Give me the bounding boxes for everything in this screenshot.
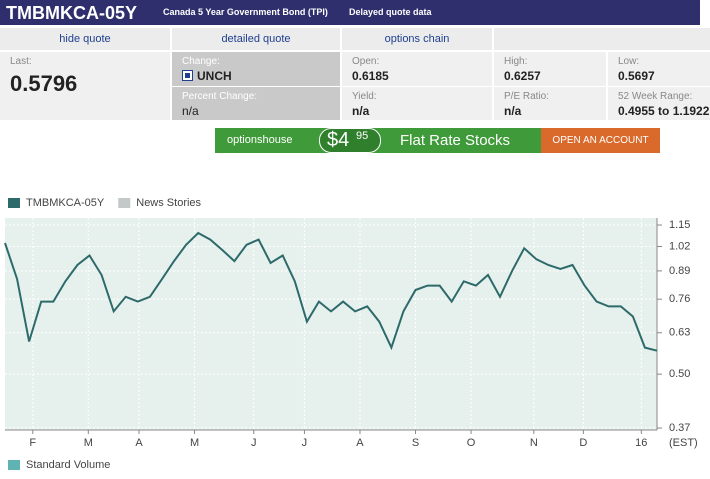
instrument-name: Canada 5 Year Government Bond (TPI) — [163, 7, 328, 17]
plot-area — [5, 218, 657, 430]
label: High: — [504, 56, 528, 67]
x-tick-label: D — [579, 437, 587, 449]
y-tick-label: 0.76 — [669, 293, 690, 305]
value: n/a — [504, 104, 522, 118]
quote-note: Delayed quote data — [349, 7, 432, 17]
label: Percent Change: — [182, 91, 258, 102]
value: n/a — [352, 104, 370, 118]
tab-empty — [494, 28, 710, 50]
value: UNCH — [197, 69, 232, 83]
y-tick-label: 0.37 — [669, 422, 690, 434]
open-cell: Open: 0.6185 — [342, 52, 492, 86]
label: 52 Week Range: — [618, 91, 693, 102]
legend-label: News Stories — [136, 197, 201, 209]
ad-banner[interactable]: optionshouse $4 95 Flat Rate Stocks OPEN… — [215, 128, 660, 153]
tab[interactable]: detailed quote — [172, 28, 340, 50]
ad-price-cents: 95 — [356, 130, 369, 142]
x-tick-label: A — [135, 437, 143, 449]
ad-button[interactable]: OPEN AN ACCOUNT — [541, 128, 660, 153]
x-tick-label: N — [530, 437, 538, 449]
tab[interactable]: hide quote — [0, 28, 170, 50]
y-tick-label: 1.15 — [669, 219, 690, 231]
value: n/a — [182, 104, 199, 118]
label: Last: — [10, 56, 32, 67]
timezone-label: (EST) — [669, 437, 698, 449]
range-cell: 52 Week Range: 0.4955 to 1.1922 — [608, 87, 710, 120]
tab[interactable]: options chain — [342, 28, 492, 50]
last-value: 0.5796 — [10, 71, 78, 96]
value: 0.5697 — [618, 69, 655, 83]
y-tick-label: 0.63 — [669, 327, 690, 339]
ad-brand: optionshouse — [227, 134, 293, 146]
x-tick-label: J — [251, 437, 257, 449]
x-tick-label: O — [467, 437, 476, 449]
unchanged-icon — [182, 70, 193, 81]
value: 0.4955 to 1.1922 — [618, 104, 710, 118]
legend-swatch — [118, 198, 131, 208]
label: Change: — [182, 56, 220, 67]
value: 0.6257 — [504, 69, 541, 83]
label: Open: — [352, 56, 380, 67]
symbol: TMBMKCA-05Y — [6, 3, 138, 23]
pe-cell: P/E Ratio: n/a — [494, 87, 606, 120]
label: Yield: — [352, 91, 377, 102]
pct-change-cell: Percent Change: n/a — [172, 87, 340, 120]
label: Low: — [618, 56, 640, 67]
legend-label: Standard Volume — [26, 459, 110, 471]
x-tick-label: J — [302, 437, 308, 449]
value: 0.6185 — [352, 69, 389, 83]
change-cell: Change: UNCH — [172, 52, 340, 86]
price-line — [4, 231, 658, 352]
yield-cell: Yield: n/a — [342, 87, 492, 120]
legend-swatch — [8, 198, 20, 208]
header-bar: TMBMKCA-05Y Canada 5 Year Government Bon… — [0, 0, 700, 25]
ad-headline: Flat Rate Stocks — [400, 132, 511, 149]
high-cell: High: 0.6257 — [494, 52, 606, 86]
y-tick-label: 0.89 — [669, 265, 690, 277]
label: P/E Ratio: — [504, 91, 550, 102]
legend-swatch — [8, 460, 20, 470]
ad-price: $4 — [327, 129, 350, 151]
x-tick-label: A — [356, 437, 364, 449]
x-tick-label: 16 — [635, 437, 647, 449]
chart: 1.15 1.02 0.89 0.76 0.63 0.50 0.37 F M A M J J A S O N D 1… — [4, 197, 698, 471]
x-tick-label: M — [190, 437, 199, 449]
y-tick-label: 1.02 — [669, 240, 690, 252]
last-cell: Last: 0.5796 — [0, 52, 170, 120]
legend-label: TMBMKCA-05Y — [26, 197, 105, 209]
x-tick-label: M — [84, 437, 93, 449]
x-tick-label: S — [412, 437, 419, 449]
x-tick-label: F — [29, 437, 36, 449]
low-cell: Low: 0.5697 — [608, 52, 710, 86]
y-tick-label: 0.50 — [669, 368, 690, 380]
